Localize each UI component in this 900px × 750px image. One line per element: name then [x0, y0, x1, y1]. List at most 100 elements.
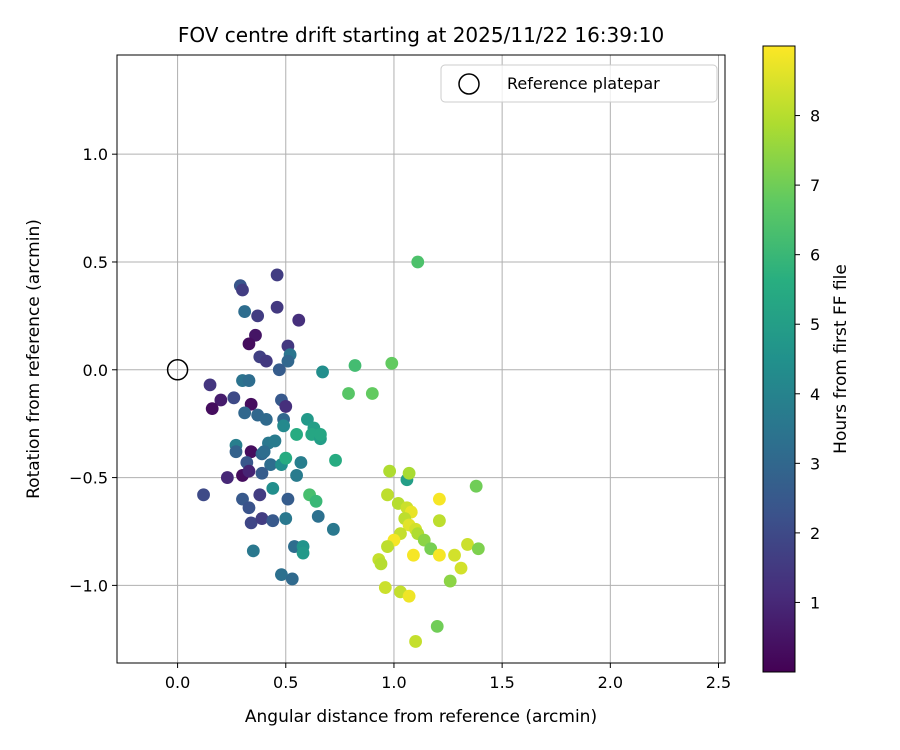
- data-point: [311, 509, 325, 523]
- colorbar-tick-label: 3: [810, 454, 820, 473]
- y-tick-label: −1.0: [69, 576, 108, 595]
- y-axis-label: Rotation from reference (arcmin): [24, 219, 44, 499]
- y-tick-label: −0.5: [69, 469, 108, 488]
- data-point: [229, 445, 243, 459]
- data-point: [281, 492, 295, 506]
- colorbar-tick-label: 2: [810, 524, 820, 543]
- x-tick-label: 1.0: [381, 673, 406, 692]
- data-point: [277, 419, 291, 433]
- data-point: [432, 514, 446, 528]
- data-point: [374, 557, 388, 571]
- data-point: [259, 354, 273, 368]
- data-point: [242, 501, 256, 515]
- data-point: [244, 516, 258, 530]
- x-tick-label: 0.0: [165, 673, 190, 692]
- data-point: [242, 464, 256, 478]
- data-point: [279, 400, 293, 413]
- x-axis-label: Angular distance from reference (arcmin): [245, 707, 597, 727]
- data-point: [381, 540, 394, 553]
- data-point: [253, 488, 267, 502]
- data-point: [255, 466, 269, 480]
- data-point: [270, 268, 284, 282]
- data-point: [290, 469, 303, 482]
- y-tick-label: 0.5: [83, 253, 108, 272]
- data-point: [471, 542, 485, 556]
- data-point: [292, 313, 306, 327]
- data-point: [342, 387, 355, 400]
- data-point: [242, 374, 256, 387]
- data-point: [205, 402, 219, 415]
- data-point: [285, 572, 299, 586]
- reference-marker: [166, 359, 189, 381]
- x-axis-ticks: 0.0 0.5 1.0 1.5 2.0 2.5: [165, 663, 731, 692]
- data-point: [454, 561, 468, 575]
- plot-frame: [116, 54, 726, 664]
- data-point: [378, 581, 392, 594]
- data-point: [294, 456, 308, 469]
- reference-platepar-point: [166, 359, 189, 381]
- y-tick-label: 1.0: [83, 145, 108, 164]
- x-tick-label: 0.5: [273, 673, 298, 692]
- data-point: [407, 548, 420, 562]
- data-point: [309, 494, 323, 508]
- data-point: [197, 488, 210, 502]
- data-point: [281, 354, 295, 368]
- data-point: [448, 548, 461, 562]
- colorbar-tick-label: 1: [810, 593, 820, 612]
- data-point: [268, 434, 282, 448]
- legend-label: Reference platepar: [507, 74, 660, 93]
- data-point: [411, 255, 425, 269]
- data-point: [430, 619, 444, 633]
- data-point: [251, 309, 265, 323]
- data-point: [409, 635, 422, 648]
- data-point: [244, 445, 258, 459]
- data-point: [259, 412, 273, 426]
- data-point: [227, 391, 241, 405]
- data-point: [469, 479, 483, 493]
- data-point: [279, 451, 293, 465]
- chart-title: FOV centre drift starting at 2025/11/22 …: [178, 23, 664, 47]
- data-point: [266, 481, 280, 495]
- data-point: [432, 548, 446, 562]
- data-point: [220, 471, 234, 484]
- y-axis-ticks: −1.0 −0.5 0.0 0.5 1.0: [69, 145, 117, 595]
- legend: Reference platepar: [440, 64, 718, 103]
- legend-marker-icon: [458, 73, 480, 95]
- data-point: [246, 544, 260, 558]
- data-point: [238, 305, 252, 318]
- data-point: [461, 538, 474, 551]
- data-point: [381, 488, 394, 502]
- data-point: [385, 356, 399, 370]
- data-point: [238, 406, 252, 420]
- data-point: [242, 337, 256, 351]
- data-point: [272, 363, 286, 377]
- data-point: [443, 574, 457, 588]
- data-point: [214, 393, 228, 407]
- data-point: [383, 464, 397, 478]
- data-point: [257, 445, 271, 459]
- data-point: [266, 514, 280, 528]
- colorbar-tick-label: 6: [810, 246, 820, 265]
- data-point: [402, 589, 416, 603]
- colorbar-tick-label: 5: [810, 315, 820, 334]
- data-point: [296, 546, 310, 560]
- data-point: [290, 428, 303, 441]
- data-point: [270, 300, 284, 314]
- colorbar: 1 2 3 4 5 6 7 8 Hours from first FF file: [762, 45, 851, 673]
- data-point: [264, 458, 278, 472]
- x-tick-label: 1.5: [489, 673, 514, 692]
- colorbar-tick-label: 8: [810, 107, 820, 126]
- colorbar-ticks: 1 2 3 4 5 6 7 8: [795, 107, 820, 612]
- colorbar-gradient: [762, 45, 796, 673]
- data-point: [236, 283, 249, 297]
- x-tick-label: 2.5: [706, 673, 731, 692]
- data-point: [279, 512, 293, 525]
- data-point: [402, 466, 416, 480]
- data-point: [348, 359, 362, 372]
- data-point: [326, 522, 340, 536]
- data-point: [329, 453, 342, 467]
- x-tick-label: 2.0: [598, 673, 623, 692]
- colorbar-tick-label: 4: [810, 385, 820, 404]
- data-point: [255, 512, 269, 525]
